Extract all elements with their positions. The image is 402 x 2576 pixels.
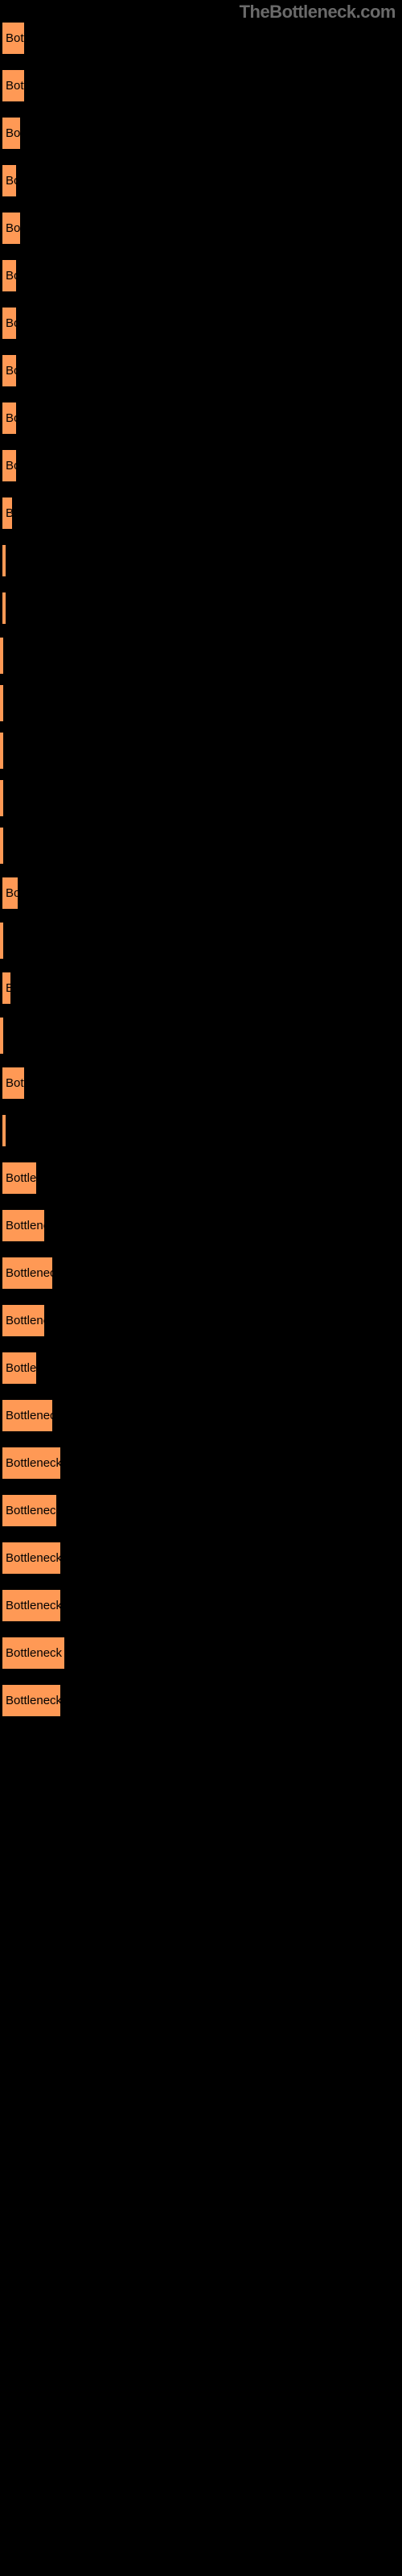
- bar: Bottleneck r: [0, 1255, 55, 1291]
- bar: Bottleneck res: [0, 1445, 63, 1481]
- bar-row: Bottl: [0, 1065, 402, 1101]
- bar: Bottleneck res: [0, 1587, 63, 1624]
- bar-chart: Bottl Bottl Bot Bo Bot Bo Bo Bo Bo Bo B Bot B Bottl Bo…: [0, 20, 402, 1730]
- bar: Bot: [0, 875, 20, 911]
- bar-row: B: [0, 970, 402, 1006]
- bar-row: B: [0, 495, 402, 531]
- bar: [0, 685, 3, 721]
- bar-row: Bottl: [0, 20, 402, 56]
- bar-row: Bo: [0, 400, 402, 436]
- bar: Bottleneck: [0, 1302, 47, 1339]
- bar-row: Bo: [0, 305, 402, 341]
- bar: Bottl: [0, 1065, 27, 1101]
- bar: [0, 590, 8, 626]
- bar-label: Bo: [6, 316, 18, 330]
- bar-label: Bottleneck re: [6, 1504, 59, 1517]
- bar-row: Bottleneck resu: [0, 1635, 402, 1671]
- bar-label: Bottleneck res: [6, 1551, 63, 1565]
- bar: Bo: [0, 448, 18, 484]
- bar-label: Bottleneck res: [6, 1694, 63, 1707]
- bar-row: Bottleneck res: [0, 1445, 402, 1481]
- bar-label: Bottl: [6, 79, 27, 93]
- bar: B: [0, 970, 13, 1006]
- bar-row: [0, 1018, 402, 1054]
- bar-label: B: [6, 506, 14, 520]
- bar: Bottl: [0, 20, 27, 56]
- bar-row: [0, 543, 402, 579]
- bar: Bot: [0, 210, 23, 246]
- bar-label: Bottleneck: [6, 1219, 47, 1232]
- bar: [0, 1113, 8, 1149]
- bar-label: Bo: [6, 411, 18, 425]
- bar-label: Bottleneck: [6, 1314, 47, 1327]
- bar-label: Bot: [6, 886, 20, 900]
- bar-label: B: [6, 981, 13, 995]
- bar-row: Bottleneck res: [0, 1682, 402, 1719]
- bar: Bottleneck res: [0, 1540, 63, 1576]
- bar-row: Bottleneck r: [0, 1397, 402, 1434]
- bar: [0, 923, 3, 959]
- bar: Bo: [0, 258, 18, 294]
- bar-row: Bo: [0, 448, 402, 484]
- bar-row: Bottleneck re: [0, 1492, 402, 1529]
- bar: Bo: [0, 400, 18, 436]
- bar-row: [0, 828, 402, 864]
- bar-row: Bottleneck: [0, 1302, 402, 1339]
- bar: Bottleneck resu: [0, 1635, 67, 1671]
- bar-label: Bottlene: [6, 1361, 39, 1375]
- bar-row: Bottleneck r: [0, 1255, 402, 1291]
- bar-label: Bottleneck r: [6, 1266, 55, 1280]
- bar-row: Bottleneck: [0, 1208, 402, 1244]
- bar-row: [0, 923, 402, 959]
- bar: Bottleneck res: [0, 1682, 63, 1719]
- bar-row: Bo: [0, 353, 402, 389]
- bar-row: Bot: [0, 875, 402, 911]
- bar-row: Bot: [0, 210, 402, 246]
- bar-label: Bo: [6, 364, 18, 378]
- bar-label: Bot: [6, 126, 23, 140]
- bar: Bottl: [0, 68, 27, 104]
- bar-label: Bo: [6, 269, 18, 283]
- bar-label: Bo: [6, 459, 18, 473]
- bar-label: Bo: [6, 174, 18, 188]
- bar: Bottleneck: [0, 1208, 47, 1244]
- bar: Bo: [0, 305, 18, 341]
- bar: [0, 780, 3, 816]
- bar-label: Bottl: [6, 1076, 27, 1090]
- bar-row: [0, 780, 402, 816]
- bar: [0, 1018, 3, 1054]
- bar: [0, 543, 8, 579]
- bar-row: Bottl: [0, 68, 402, 104]
- bar-label: Bottlene: [6, 1171, 39, 1185]
- bar-row: [0, 638, 402, 674]
- bar-label: Bottl: [6, 31, 27, 45]
- bar-row: [0, 733, 402, 769]
- bar: Bottlene: [0, 1160, 39, 1196]
- bar-row: [0, 1113, 402, 1149]
- bar-label: Bottleneck res: [6, 1456, 63, 1470]
- bar: [0, 733, 3, 769]
- bar: Bot: [0, 115, 23, 151]
- bar-row: [0, 590, 402, 626]
- bar: [0, 638, 3, 674]
- bar-row: Bo: [0, 258, 402, 294]
- bar-row: Bottlene: [0, 1350, 402, 1386]
- bar: [0, 828, 3, 864]
- bar-row: Bottleneck res: [0, 1587, 402, 1624]
- bar-label: Bot: [6, 221, 23, 235]
- bar-row: Bo: [0, 163, 402, 199]
- bar-row: Bottlene: [0, 1160, 402, 1196]
- bar: B: [0, 495, 14, 531]
- bar-row: Bot: [0, 115, 402, 151]
- bar-label: Bottleneck resu: [6, 1646, 67, 1660]
- bar-label: Bottleneck res: [6, 1599, 63, 1612]
- bar: Bottleneck r: [0, 1397, 55, 1434]
- bar-row: Bottleneck res: [0, 1540, 402, 1576]
- bar: Bottlene: [0, 1350, 39, 1386]
- bar-row: [0, 685, 402, 721]
- bar: Bo: [0, 163, 18, 199]
- bar-label: Bottleneck r: [6, 1409, 55, 1422]
- bar: Bo: [0, 353, 18, 389]
- bar: Bottleneck re: [0, 1492, 59, 1529]
